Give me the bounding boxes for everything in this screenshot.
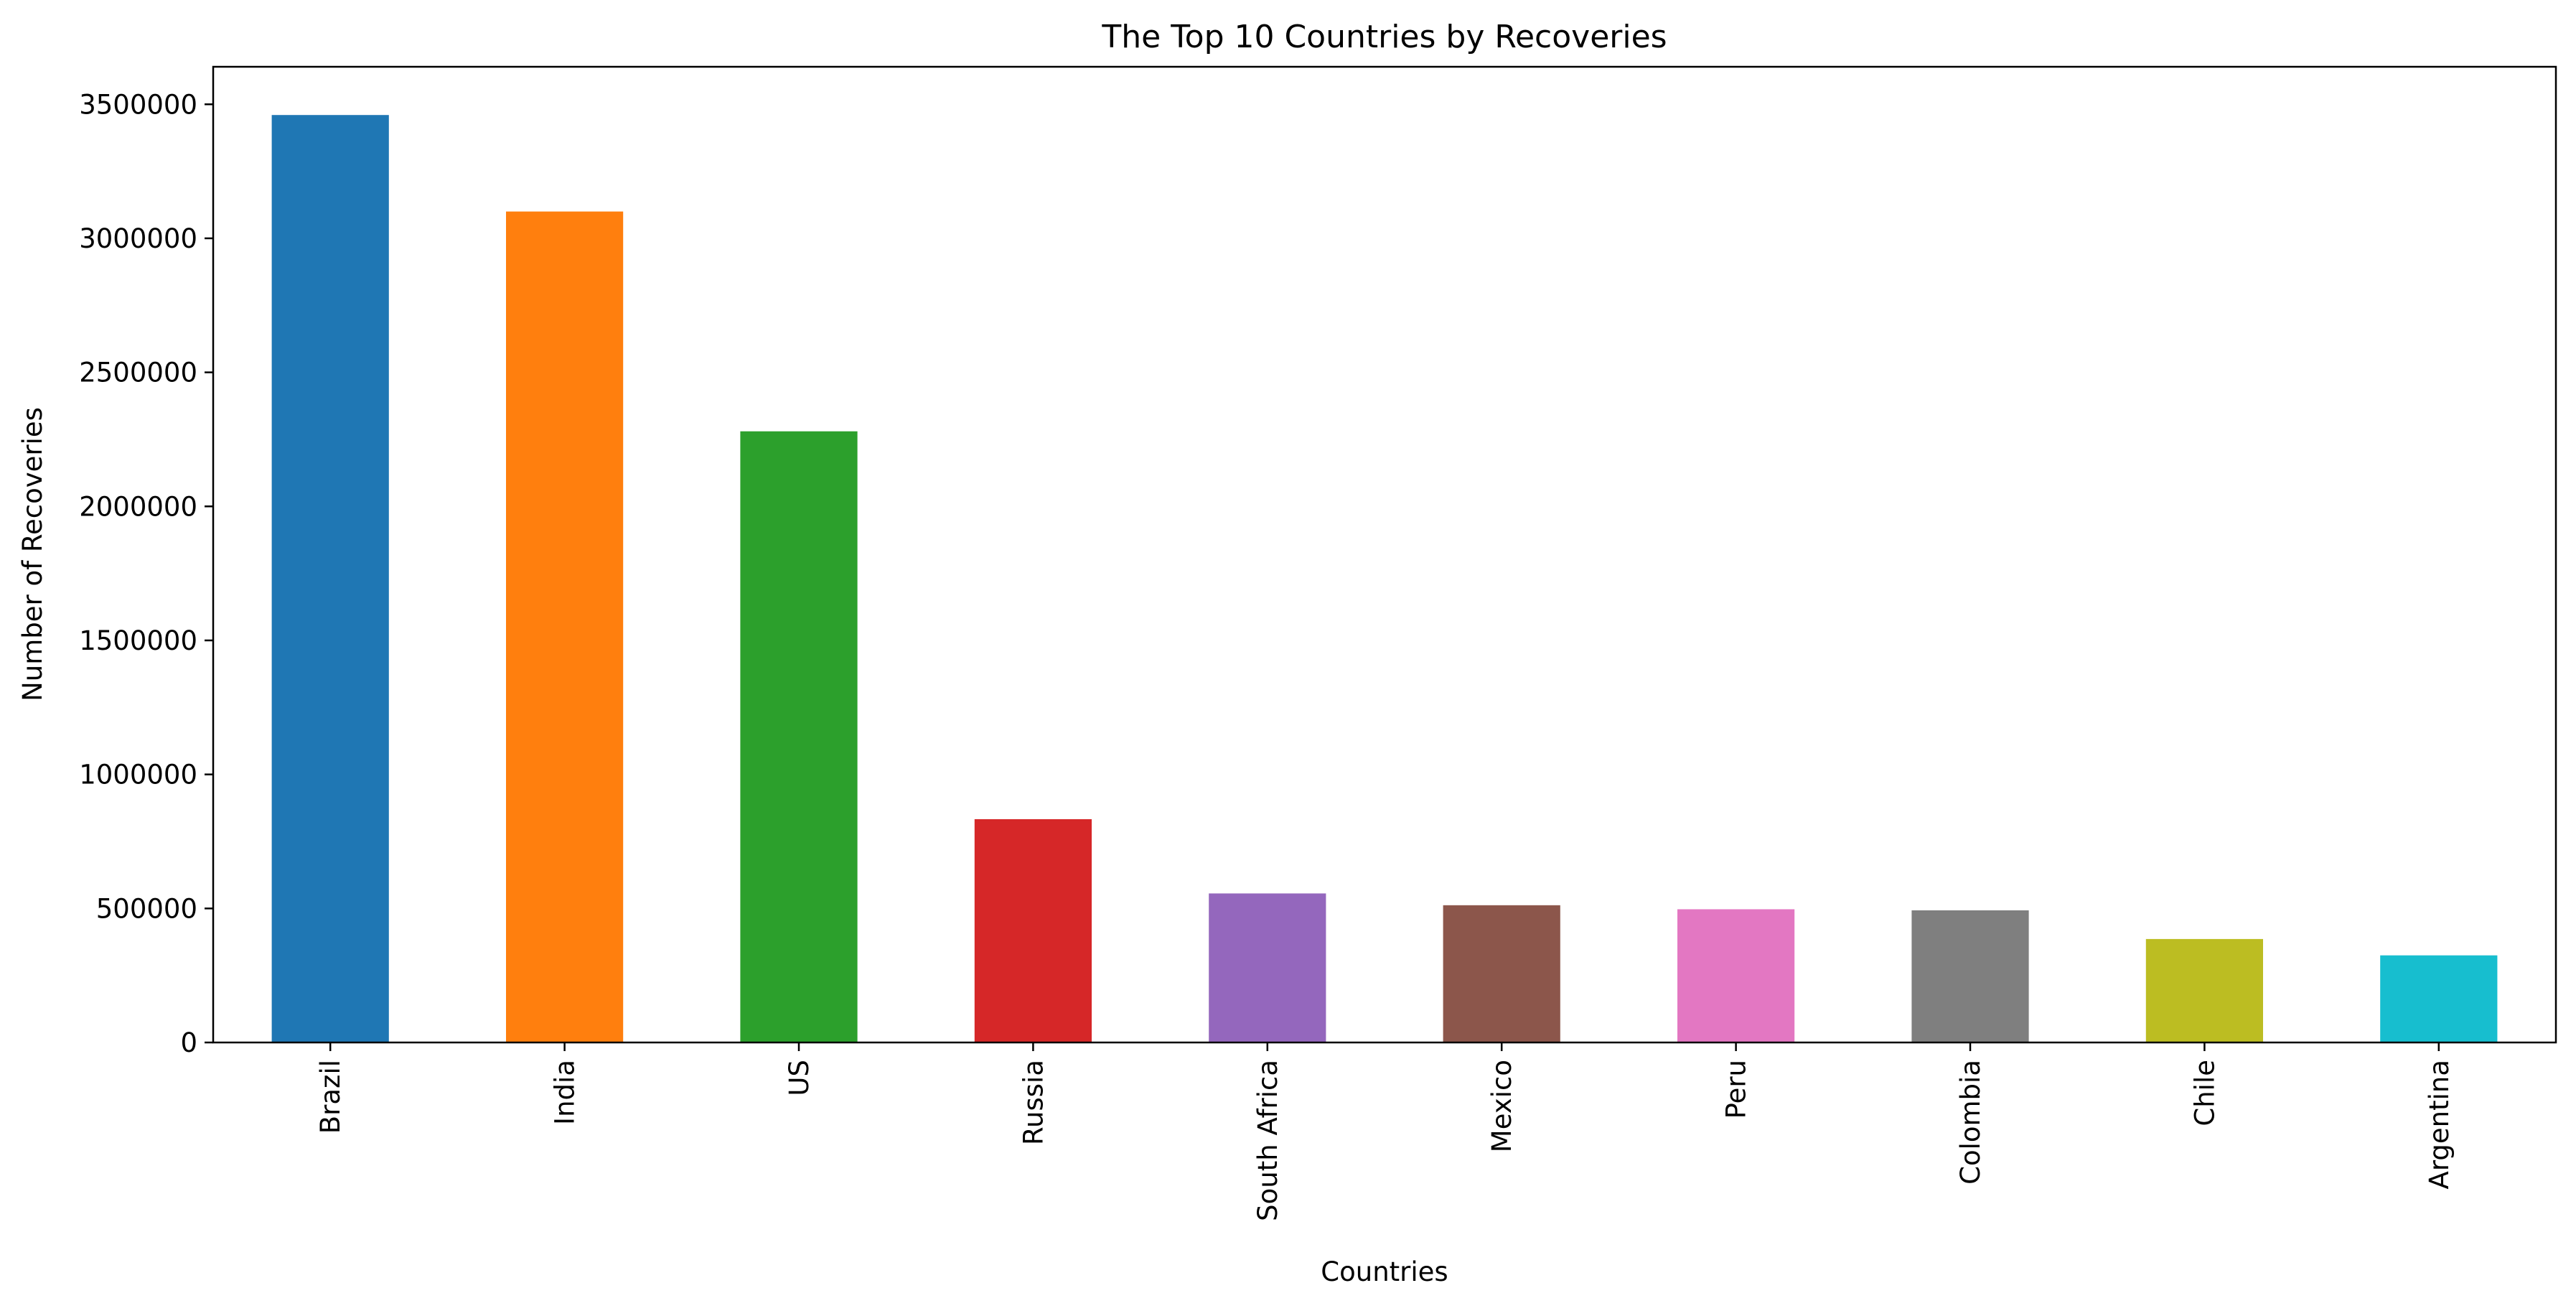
bar-brazil	[271, 115, 389, 1043]
x-tick-label: South Africa	[1252, 1060, 1283, 1221]
plot-frame	[212, 65, 2557, 1044]
bar-colombia	[1911, 910, 2029, 1042]
y-tick-label: 500000	[96, 893, 197, 924]
x-axis-ticks: Brazil India US Russia South Africa Mexico Per…	[315, 1042, 2455, 1221]
x-tick-label: Peru	[1721, 1060, 1752, 1119]
x-axis-label: Countries	[1321, 1256, 1448, 1287]
x-tick-label: Russia	[1018, 1060, 1049, 1145]
bar-chile	[2145, 938, 2263, 1042]
bar-argentina	[2380, 955, 2498, 1042]
x-tick-label: US	[784, 1060, 815, 1096]
y-tick-label: 0	[180, 1027, 197, 1058]
bars-group	[271, 115, 2498, 1043]
x-tick-label: Brazil	[315, 1060, 346, 1134]
bar-russia	[974, 818, 1092, 1042]
bar-india	[506, 211, 624, 1043]
y-tick-label: 1000000	[79, 760, 197, 790]
y-tick-label: 3000000	[79, 223, 197, 254]
x-tick-label: Colombia	[1955, 1060, 1986, 1185]
y-axis-label: Number of Recoveries	[17, 407, 48, 701]
y-tick-label: 2000000	[79, 491, 197, 522]
bar-mexico	[1443, 905, 1560, 1042]
y-axis-ticks: 0 500000 1000000 1500000 2000000 2500000 30000…	[79, 89, 213, 1058]
chart-title: The Top 10 Countries by Recoveries	[1101, 19, 1667, 55]
y-tick-label: 3500000	[79, 89, 197, 120]
y-tick-label: 2500000	[79, 358, 197, 388]
bar-us	[740, 431, 858, 1042]
x-tick-label: Chile	[2189, 1060, 2220, 1126]
bar-south-africa	[1209, 893, 1326, 1042]
x-tick-label: Argentina	[2424, 1060, 2455, 1189]
y-tick-label: 1500000	[79, 625, 197, 656]
x-tick-label: India	[550, 1060, 581, 1125]
bar-peru	[1677, 909, 1795, 1042]
x-tick-label: Mexico	[1486, 1060, 1517, 1152]
